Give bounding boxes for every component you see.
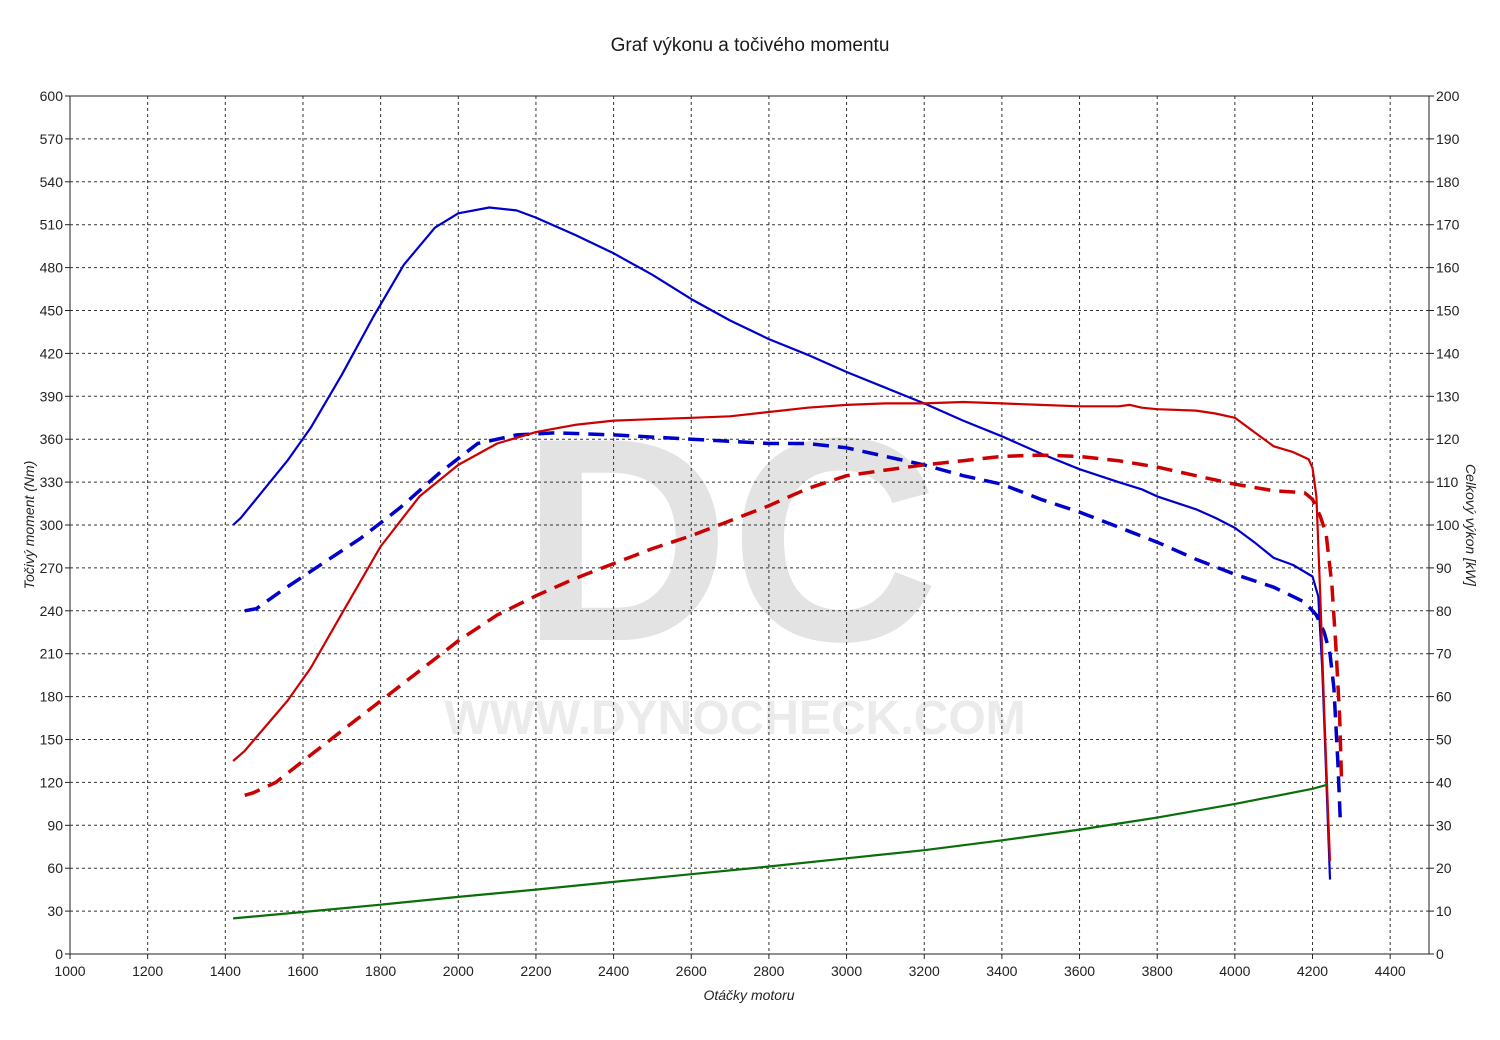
- x-tick-label: 1400: [210, 963, 241, 979]
- y-right-tick-label: 40: [1436, 774, 1452, 790]
- y-left-tick-label: 600: [40, 88, 64, 104]
- y-left-tick-label: 150: [40, 732, 64, 748]
- y-left-tick-label: 390: [40, 388, 64, 404]
- y-left-tick-label: 330: [40, 474, 64, 490]
- y-axis-right-label: Celkový výkon [kW]: [1463, 464, 1479, 587]
- x-tick-label: 3800: [1142, 963, 1173, 979]
- y-right-tick-label: 200: [1436, 88, 1460, 104]
- y-left-tick-label: 240: [40, 603, 64, 619]
- series-line-green-curve: [232, 783, 1329, 920]
- y-right-tick-label: 100: [1436, 517, 1460, 533]
- y-right-tick-label: 70: [1436, 646, 1452, 662]
- x-tick-label: 3600: [1064, 963, 1095, 979]
- y-right-tick-label: 180: [1436, 174, 1460, 190]
- y-right-tick-label: 120: [1436, 431, 1460, 447]
- x-tick-label: 3000: [831, 963, 862, 979]
- y-left-tick-label: 570: [40, 131, 64, 147]
- y-left-tick-label: 300: [40, 517, 64, 533]
- y-left-tick-label: 60: [47, 860, 63, 876]
- y-left-tick-label: 0: [55, 946, 63, 962]
- y-right-tick-label: 170: [1436, 217, 1460, 233]
- series-line-torque-tuned: [232, 206, 1332, 880]
- y-left-tick-label: 540: [40, 174, 64, 190]
- watermark: DC WWW.DYNOCHECK.COM: [444, 378, 1025, 745]
- grid: [70, 96, 1429, 954]
- y-axis-left-label: Točivý moment (Nm): [21, 461, 37, 590]
- x-tick-label: 1600: [287, 963, 318, 979]
- y-right-tick-label: 10: [1436, 903, 1452, 919]
- y-right-tick-label: 110: [1436, 474, 1459, 490]
- y-right-tick-label: 20: [1436, 860, 1452, 876]
- y-right-tick-label: 50: [1436, 732, 1452, 748]
- chart-title: Graf výkonu a točivého momentu: [611, 35, 890, 56]
- y-axis-left-ticks: 0 30 60 90 120 150 180 210 240 270 300 330 360 390 420…: [40, 88, 70, 962]
- y-right-tick-label: 60: [1436, 689, 1452, 705]
- y-left-tick-label: 30: [47, 903, 63, 919]
- x-axis-ticks: 1000 1200 1400 1600 1800 2000 2200 2400 2600 2800…: [54, 954, 1406, 979]
- x-tick-label: 2000: [443, 963, 474, 979]
- x-tick-label: 3400: [986, 963, 1017, 979]
- y-axis-right-ticks: 0 10 20 30 40 50 60 70 80 90 100 110 120 130 140 150 160…: [1429, 88, 1460, 962]
- watermark-logo: DC: [521, 378, 940, 702]
- x-tick-label: 1000: [54, 963, 85, 979]
- x-tick-label: 1800: [365, 963, 396, 979]
- series-line-power-stock: [244, 453, 1344, 797]
- y-right-tick-label: 130: [1436, 388, 1460, 404]
- x-tick-label: 4000: [1219, 963, 1250, 979]
- y-right-tick-label: 150: [1436, 303, 1460, 319]
- y-left-tick-label: 210: [40, 646, 64, 662]
- y-left-tick-label: 360: [40, 431, 64, 447]
- series-line-torque-stock: [232, 400, 1332, 862]
- y-right-tick-label: 0: [1436, 946, 1444, 962]
- y-left-tick-label: 420: [40, 345, 64, 361]
- series-layer: [232, 206, 1344, 920]
- y-left-tick-label: 450: [40, 303, 64, 319]
- y-left-tick-label: 180: [40, 689, 64, 705]
- y-left-tick-label: 480: [40, 260, 64, 276]
- x-tick-label: 2400: [598, 963, 629, 979]
- x-axis-label: Otáčky motoru: [703, 987, 794, 1003]
- y-left-tick-label: 270: [40, 560, 64, 576]
- watermark-url: WWW.DYNOCHECK.COM: [444, 692, 1025, 745]
- x-tick-label: 2600: [676, 963, 707, 979]
- y-right-tick-label: 30: [1436, 817, 1452, 833]
- y-left-tick-label: 90: [47, 817, 63, 833]
- x-tick-label: 3200: [909, 963, 940, 979]
- x-tick-label: 2800: [753, 963, 784, 979]
- x-tick-label: 4400: [1375, 963, 1406, 979]
- y-right-tick-label: 190: [1436, 131, 1460, 147]
- plot-frame: [69, 95, 1430, 955]
- y-right-tick-label: 160: [1436, 260, 1460, 276]
- y-right-tick-label: 90: [1436, 560, 1452, 576]
- y-left-tick-label: 120: [40, 774, 64, 790]
- y-left-tick-label: 510: [40, 217, 64, 233]
- y-right-tick-label: 140: [1436, 345, 1460, 361]
- x-tick-label: 2200: [520, 963, 551, 979]
- y-right-tick-label: 80: [1436, 603, 1452, 619]
- x-tick-label: 4200: [1297, 963, 1328, 979]
- x-tick-label: 1200: [132, 963, 163, 979]
